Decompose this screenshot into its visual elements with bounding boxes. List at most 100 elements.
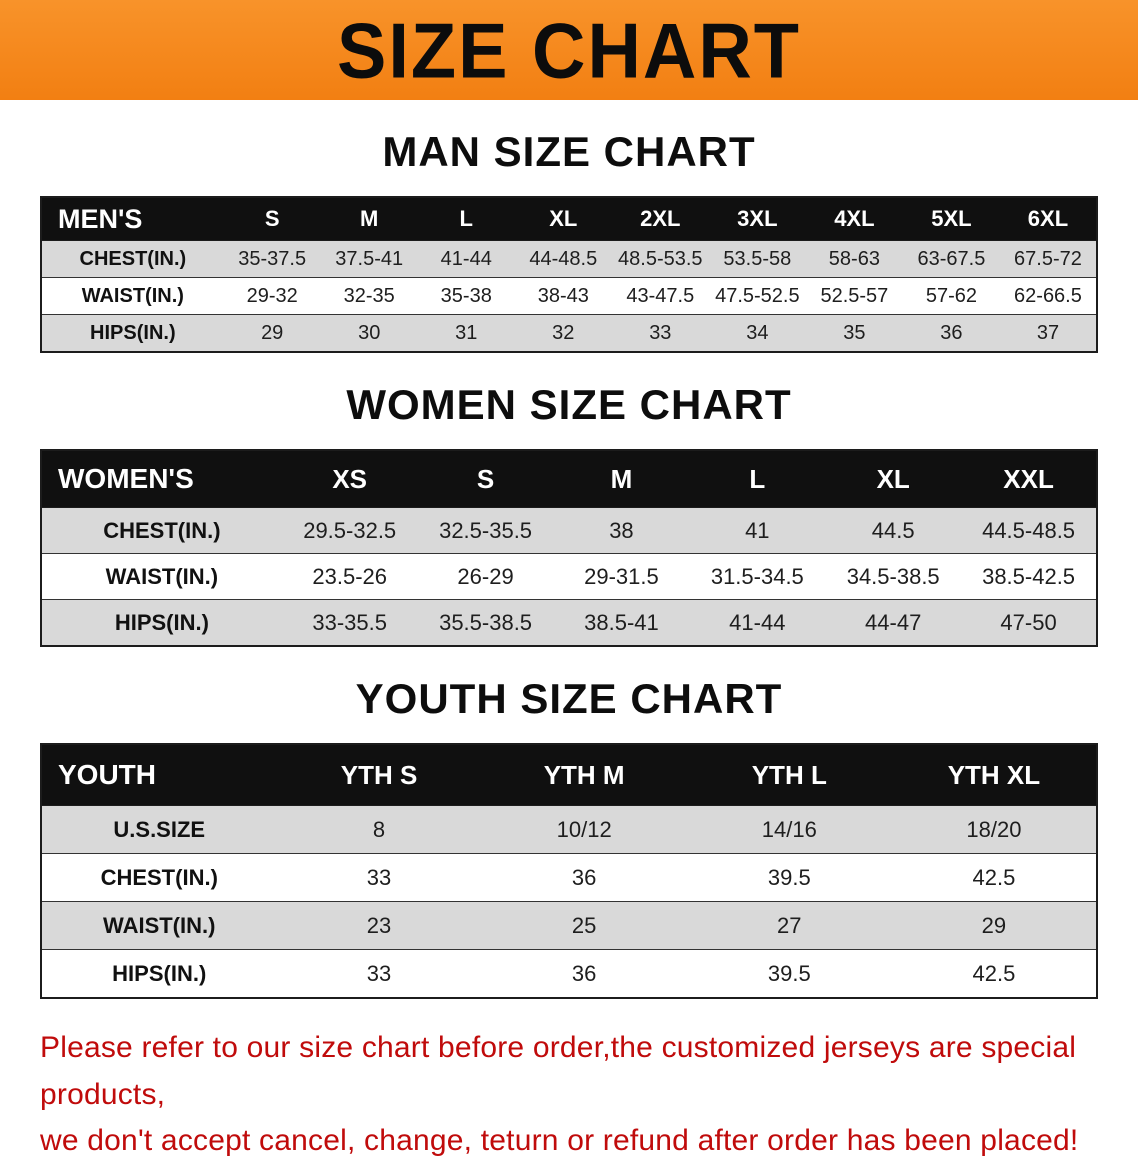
size-column-header: XXL: [961, 450, 1097, 508]
value-cell: 34: [708, 314, 806, 353]
women-size-table: WOMEN'S XS S M L XL XXL CHEST(IN.) 29.5-32.5 32.5…: [40, 449, 1098, 647]
value-cell: 33: [611, 314, 709, 353]
size-column-header: 3XL: [708, 197, 806, 241]
row-label-cell: HIPS(IN.): [41, 599, 282, 647]
value-cell: 30: [320, 314, 418, 353]
value-cell: 58-63: [805, 240, 903, 278]
value-cell: 34.5-38.5: [825, 553, 962, 600]
size-chart-banner: SIZE CHART: [0, 0, 1138, 100]
value-cell: 32-35: [320, 277, 418, 315]
value-cell: 47.5-52.5: [708, 277, 806, 315]
size-column-header: M: [320, 197, 418, 241]
value-cell: 38: [553, 507, 690, 554]
size-column-header: YTH XL: [891, 744, 1097, 806]
value-cell: 57-62: [902, 277, 1000, 315]
value-cell: 8: [276, 805, 482, 854]
value-cell: 29-31.5: [553, 553, 690, 600]
table-row: WAIST(IN.) 23.5-26 26-29 29-31.5 31.5-34.5 34…: [41, 553, 1097, 600]
value-cell: 39.5: [686, 949, 892, 999]
size-column-header: L: [689, 450, 826, 508]
value-cell: 32.5-35.5: [417, 507, 554, 554]
men-size-section: MAN SIZE CHART MEN'S S M L XL 2XL 3XL 4XL 5XL 6XL…: [0, 128, 1138, 353]
value-cell: 35-38: [417, 277, 515, 315]
value-cell: 41: [689, 507, 826, 554]
value-cell: 37: [999, 314, 1097, 353]
table-row: HIPS(IN.) 33-35.5 35.5-38.5 38.5-41 41-44 44-…: [41, 599, 1097, 647]
size-column-header: S: [223, 197, 321, 241]
value-cell: 38.5-42.5: [961, 553, 1097, 600]
value-cell: 36: [481, 949, 687, 999]
size-column-header: M: [553, 450, 690, 508]
value-cell: 42.5: [891, 949, 1097, 999]
value-cell: 62-66.5: [999, 277, 1097, 315]
table-header-row: WOMEN'S XS S M L XL XXL: [41, 450, 1097, 508]
value-cell: 63-67.5: [902, 240, 1000, 278]
value-cell: 39.5: [686, 853, 892, 902]
value-cell: 37.5-41: [320, 240, 418, 278]
row-label-cell: WAIST(IN.): [41, 901, 277, 950]
size-column-header: 2XL: [611, 197, 709, 241]
order-policy-note: Please refer to our size chart before or…: [40, 1025, 1098, 1165]
table-row: CHEST(IN.) 33 36 39.5 42.5: [41, 853, 1097, 902]
value-cell: 44-48.5: [514, 240, 612, 278]
order-policy-note-line2: we don't accept cancel, change, teturn o…: [40, 1124, 1079, 1157]
size-column-header: YTH L: [686, 744, 892, 806]
size-column-header: YTH M: [481, 744, 687, 806]
value-cell: 35-37.5: [223, 240, 321, 278]
value-cell: 33: [276, 853, 482, 902]
value-cell: 10/12: [481, 805, 687, 854]
value-cell: 41-44: [417, 240, 515, 278]
value-cell: 27: [686, 901, 892, 950]
value-cell: 42.5: [891, 853, 1097, 902]
row-label-cell: CHEST(IN.): [41, 240, 224, 278]
value-cell: 29-32: [223, 277, 321, 315]
women-size-section: WOMEN SIZE CHART WOMEN'S XS S M L XL XXL CHEST(…: [0, 381, 1138, 647]
size-column-header: XL: [825, 450, 962, 508]
table-header-row: MEN'S S M L XL 2XL 3XL 4XL 5XL 6XL: [41, 197, 1097, 241]
value-cell: 47-50: [961, 599, 1097, 647]
youth-section-heading: YOUTH SIZE CHART: [355, 675, 783, 722]
size-column-header: YTH S: [276, 744, 482, 806]
value-cell: 33-35.5: [281, 599, 418, 647]
value-cell: 67.5-72: [999, 240, 1097, 278]
table-title-cell: WOMEN'S: [41, 450, 282, 508]
value-cell: 26-29: [417, 553, 554, 600]
value-cell: 38-43: [514, 277, 612, 315]
value-cell: 35: [805, 314, 903, 353]
men-section-heading: MAN SIZE CHART: [382, 128, 756, 175]
table-row: HIPS(IN.) 33 36 39.5 42.5: [41, 949, 1097, 999]
value-cell: 36: [481, 853, 687, 902]
table-row: U.S.SIZE 8 10/12 14/16 18/20: [41, 805, 1097, 854]
value-cell: 44.5: [825, 507, 962, 554]
value-cell: 32: [514, 314, 612, 353]
value-cell: 29.5-32.5: [281, 507, 418, 554]
row-label-cell: CHEST(IN.): [41, 507, 282, 554]
women-section-heading: WOMEN SIZE CHART: [346, 381, 792, 428]
value-cell: 44-47: [825, 599, 962, 647]
table-row: CHEST(IN.) 35-37.5 37.5-41 41-44 44-48.5 48.5…: [41, 240, 1097, 278]
value-cell: 35.5-38.5: [417, 599, 554, 647]
size-column-header: 6XL: [999, 197, 1097, 241]
value-cell: 48.5-53.5: [611, 240, 709, 278]
size-column-header: S: [417, 450, 554, 508]
size-column-header: 5XL: [902, 197, 1000, 241]
value-cell: 14/16: [686, 805, 892, 854]
table-row: WAIST(IN.) 23 25 27 29: [41, 901, 1097, 950]
row-label-cell: CHEST(IN.): [41, 853, 277, 902]
value-cell: 41-44: [689, 599, 826, 647]
size-column-header: XL: [514, 197, 612, 241]
size-column-header: 4XL: [805, 197, 903, 241]
value-cell: 38.5-41: [553, 599, 690, 647]
value-cell: 18/20: [891, 805, 1097, 854]
youth-size-table: YOUTH YTH S YTH M YTH L YTH XL U.S.SIZE 8 10/12…: [40, 743, 1098, 999]
order-policy-note-line1: Please refer to our size chart before or…: [40, 1031, 1077, 1111]
table-title-cell: MEN'S: [41, 197, 224, 241]
value-cell: 25: [481, 901, 687, 950]
value-cell: 31: [417, 314, 515, 353]
banner-title: SIZE CHART: [337, 6, 801, 94]
row-label-cell: U.S.SIZE: [41, 805, 277, 854]
value-cell: 52.5-57: [805, 277, 903, 315]
size-column-header: XS: [281, 450, 418, 508]
value-cell: 33: [276, 949, 482, 999]
table-row: CHEST(IN.) 29.5-32.5 32.5-35.5 38 41 44.5 44.5…: [41, 507, 1097, 554]
